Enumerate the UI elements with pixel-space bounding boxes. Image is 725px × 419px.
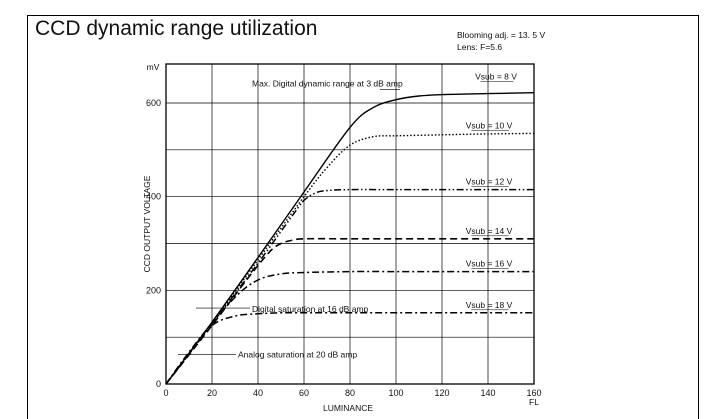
y-axis-title: CCD OUTPUT VOLTAGE [142,175,152,272]
slide-frame [27,15,699,419]
x-axis-title: LUMINANCE [323,403,373,413]
axis-ticks: 0 20 40 60 80 100 120 140 160 0 200 400 600 [146,98,542,398]
note-blooming: Blooming adj. = 13. 5 V [457,30,545,40]
series-line-6 [165,312,534,385]
series-line-3 [165,188,534,385]
plot-area-border [165,63,535,385]
series-label-6: Vsub = 18 V [466,300,513,310]
series-line-5 [165,270,534,385]
slide-title: CCD dynamic range utilization [35,17,318,40]
x-tick-label: 160 [526,388,541,398]
y-tick-label: 600 [146,98,161,108]
series-label-4: Vsub = 14 V [466,226,513,236]
y-axis-unit: mV [147,62,160,72]
series-labels: Vsub = 8 V Vsub = 10 V Vsub = 12 V Vsub = 1… [466,72,517,311]
annotation-analog-saturation: Analog saturation at 20 dB amp [238,350,357,360]
x-tick-label: 80 [345,388,355,398]
y-tick-label: 400 [146,192,161,202]
x-tick-label: 40 [253,388,263,398]
series-line-1 [165,92,535,385]
x-tick-label: 120 [434,388,449,398]
note-lens: Lens: F=5.6 [457,42,502,52]
series-lines [165,92,535,385]
series-label-3: Vsub = 12 V [466,177,513,187]
annotation-digital-saturation: Digital saturation at 16 dB amp [252,304,369,314]
series-line-4 [165,237,534,385]
annotation-max-digital-range: Max. Digital dynamic range at 3 dB amp [252,78,403,88]
x-tick-label: 100 [388,388,403,398]
series-label-2: Vsub = 10 V [466,120,513,130]
series-label-1: Vsub = 8 V [475,72,517,82]
y-tick-label: 0 [156,379,161,389]
x-tick-label: 60 [299,388,309,398]
grid-lines [166,64,534,384]
x-tick-label: 20 [207,388,217,398]
x-tick-label: 0 [163,388,168,398]
y-tick-label: 200 [146,285,161,295]
x-tick-label: 140 [480,388,495,398]
x-axis-unit: FL [529,397,539,407]
series-line-2 [165,132,535,385]
series-label-5: Vsub = 16 V [466,259,513,269]
annotations: Max. Digital dynamic range at 3 dB amp Di… [178,78,403,360]
